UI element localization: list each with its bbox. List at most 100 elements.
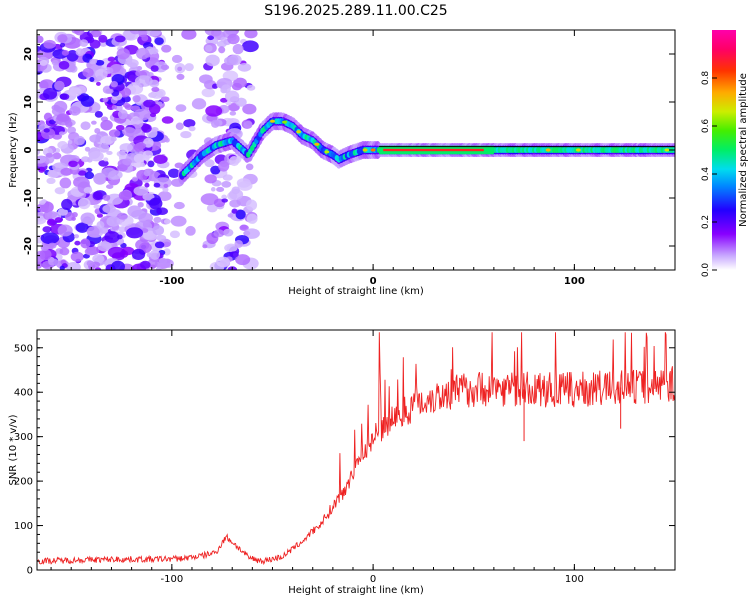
noise-blob: [204, 159, 215, 168]
noise-blob: [98, 160, 109, 167]
noise-blob: [77, 197, 91, 210]
noise-blob: [81, 156, 90, 163]
noise-blob: [188, 125, 196, 132]
noise-blob: [233, 77, 247, 88]
noise-blob: [245, 199, 258, 211]
noise-blob: [74, 240, 81, 246]
noise-blob: [224, 56, 237, 66]
noise-blob: [58, 131, 65, 136]
colorbar-tick-label: 0.4: [701, 167, 711, 182]
noise-blob: [163, 183, 169, 188]
snr-plot-area: [37, 330, 675, 570]
noise-blob: [138, 212, 153, 224]
noise-blob: [156, 234, 167, 242]
noise-blob: [104, 231, 120, 243]
noise-blob: [141, 123, 152, 133]
colorbar-tick-label: 0.6: [701, 119, 711, 134]
noise-blob: [244, 30, 258, 39]
noise-blob: [80, 121, 91, 130]
noise-blob: [79, 39, 89, 47]
noise-blob: [163, 248, 171, 256]
noise-blob: [160, 64, 170, 71]
noise-blob: [162, 259, 174, 268]
noise-blob: [151, 86, 160, 92]
noise-blob: [231, 208, 238, 214]
noise-blob: [83, 187, 93, 194]
noise-blob: [239, 224, 249, 231]
noise-blob: [98, 143, 110, 153]
noise-blob: [116, 212, 128, 220]
y-tick-label: 200: [14, 477, 33, 488]
noise-blob: [65, 120, 73, 128]
noise-blob: [47, 169, 60, 178]
noise-blob: [225, 101, 232, 106]
snr-line-layer: [37, 332, 675, 566]
noise-blob: [43, 128, 50, 133]
noise-blob: [143, 99, 156, 108]
noise-blob: [218, 46, 226, 54]
noise-blob: [115, 124, 125, 131]
noise-blob: [153, 216, 162, 223]
noise-blob: [147, 160, 155, 168]
noise-blob: [242, 103, 257, 115]
snr-axes: -100 0 100 0 100 200 300 400 500: [14, 330, 676, 585]
snr-ylabel: SNR (10 * v/v): [8, 414, 19, 485]
noise-blob: [37, 149, 41, 155]
noise-blob: [237, 63, 252, 72]
noise-blob: [94, 127, 101, 134]
noise-blob: [218, 160, 230, 172]
noise-blob: [131, 176, 139, 182]
ridge-peak: [314, 142, 320, 146]
y-tick-label: 0: [23, 146, 34, 153]
noise-blob: [101, 167, 117, 178]
noise-blob: [54, 80, 65, 91]
noise-blob: [222, 228, 234, 237]
noise-blob: [231, 186, 240, 195]
noise-blob: [102, 97, 109, 103]
noise-blob: [229, 111, 237, 116]
noise-blob: [211, 83, 218, 89]
noise-blob: [75, 222, 89, 233]
noise-blob: [102, 204, 116, 214]
noise-blob: [119, 143, 133, 153]
noise-blob: [106, 150, 113, 156]
noise-blob: [175, 104, 187, 112]
noise-blob: [66, 50, 79, 62]
noise-blob: [118, 190, 133, 201]
ridge-band-peak: [383, 148, 484, 152]
y-tick-label: 0: [27, 566, 33, 577]
noise-blob: [74, 30, 85, 36]
noise-blob: [191, 98, 207, 110]
noise-blob: [96, 75, 103, 81]
noise-blob: [59, 247, 70, 256]
ridge-peak: [664, 148, 670, 152]
noise-blob: [80, 212, 96, 225]
noise-blob: [57, 224, 73, 237]
noise-blob: [229, 156, 240, 167]
noise-blob: [111, 260, 126, 270]
x-tick-label: 0: [370, 276, 377, 287]
noise-blob: [210, 187, 216, 192]
noise-blob: [107, 56, 116, 62]
noise-blob: [221, 84, 231, 94]
noise-blob: [116, 48, 130, 60]
noise-blob: [207, 35, 215, 41]
noise-blob: [67, 139, 73, 145]
noise-blob: [37, 155, 46, 164]
noise-blob: [234, 239, 243, 248]
spectrogram-xlabel: Height of straight line (km): [288, 286, 424, 297]
noise-blob: [114, 104, 123, 112]
noise-blob: [163, 219, 171, 224]
noise-blob: [102, 194, 111, 201]
noise-blob: [243, 230, 251, 236]
noise-blob: [59, 265, 65, 270]
noise-blob: [89, 39, 101, 49]
noise-blob: [39, 79, 55, 90]
noise-blob: [152, 225, 165, 236]
noise-blob: [157, 191, 172, 202]
noise-blob: [246, 84, 256, 91]
noise-blob: [86, 260, 94, 267]
noise-blob: [93, 204, 101, 209]
noise-blob: [169, 230, 180, 239]
